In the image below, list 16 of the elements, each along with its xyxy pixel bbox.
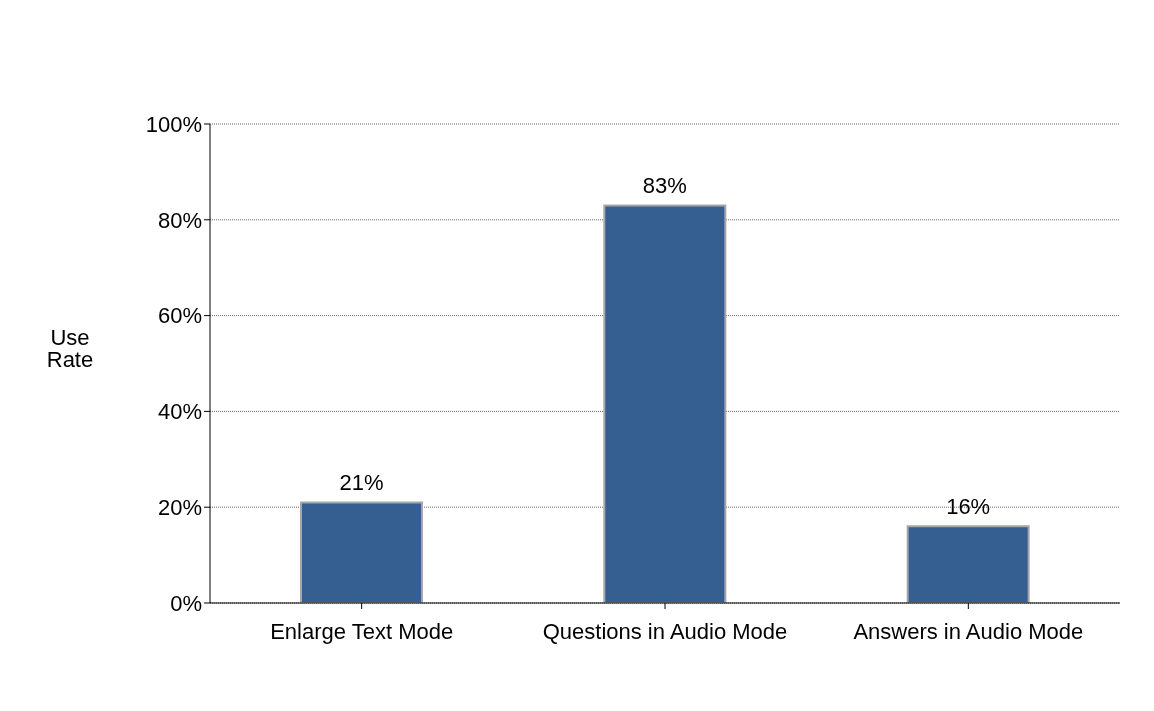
data-label: 83% <box>642 173 687 199</box>
y-tick-label: 80% <box>157 207 202 233</box>
bar <box>603 204 727 603</box>
x-tick-label: Answers in Audio Mode <box>853 618 1084 644</box>
y-tick-label: 60% <box>157 303 202 329</box>
y-tick-label: 40% <box>157 399 202 425</box>
y-tick-label: 0% <box>170 590 202 616</box>
y-axis-title: Use Rate <box>46 325 94 373</box>
data-label: 16% <box>946 494 991 520</box>
bar <box>300 501 423 603</box>
x-tick-label: Questions in Audio Mode <box>542 618 788 644</box>
y-tick-label: 20% <box>157 495 202 521</box>
y-tick-label: 100% <box>145 111 202 137</box>
data-label: 21% <box>339 470 384 496</box>
x-tick-label: Enlarge Text Mode <box>270 618 454 644</box>
bar <box>906 525 1030 603</box>
